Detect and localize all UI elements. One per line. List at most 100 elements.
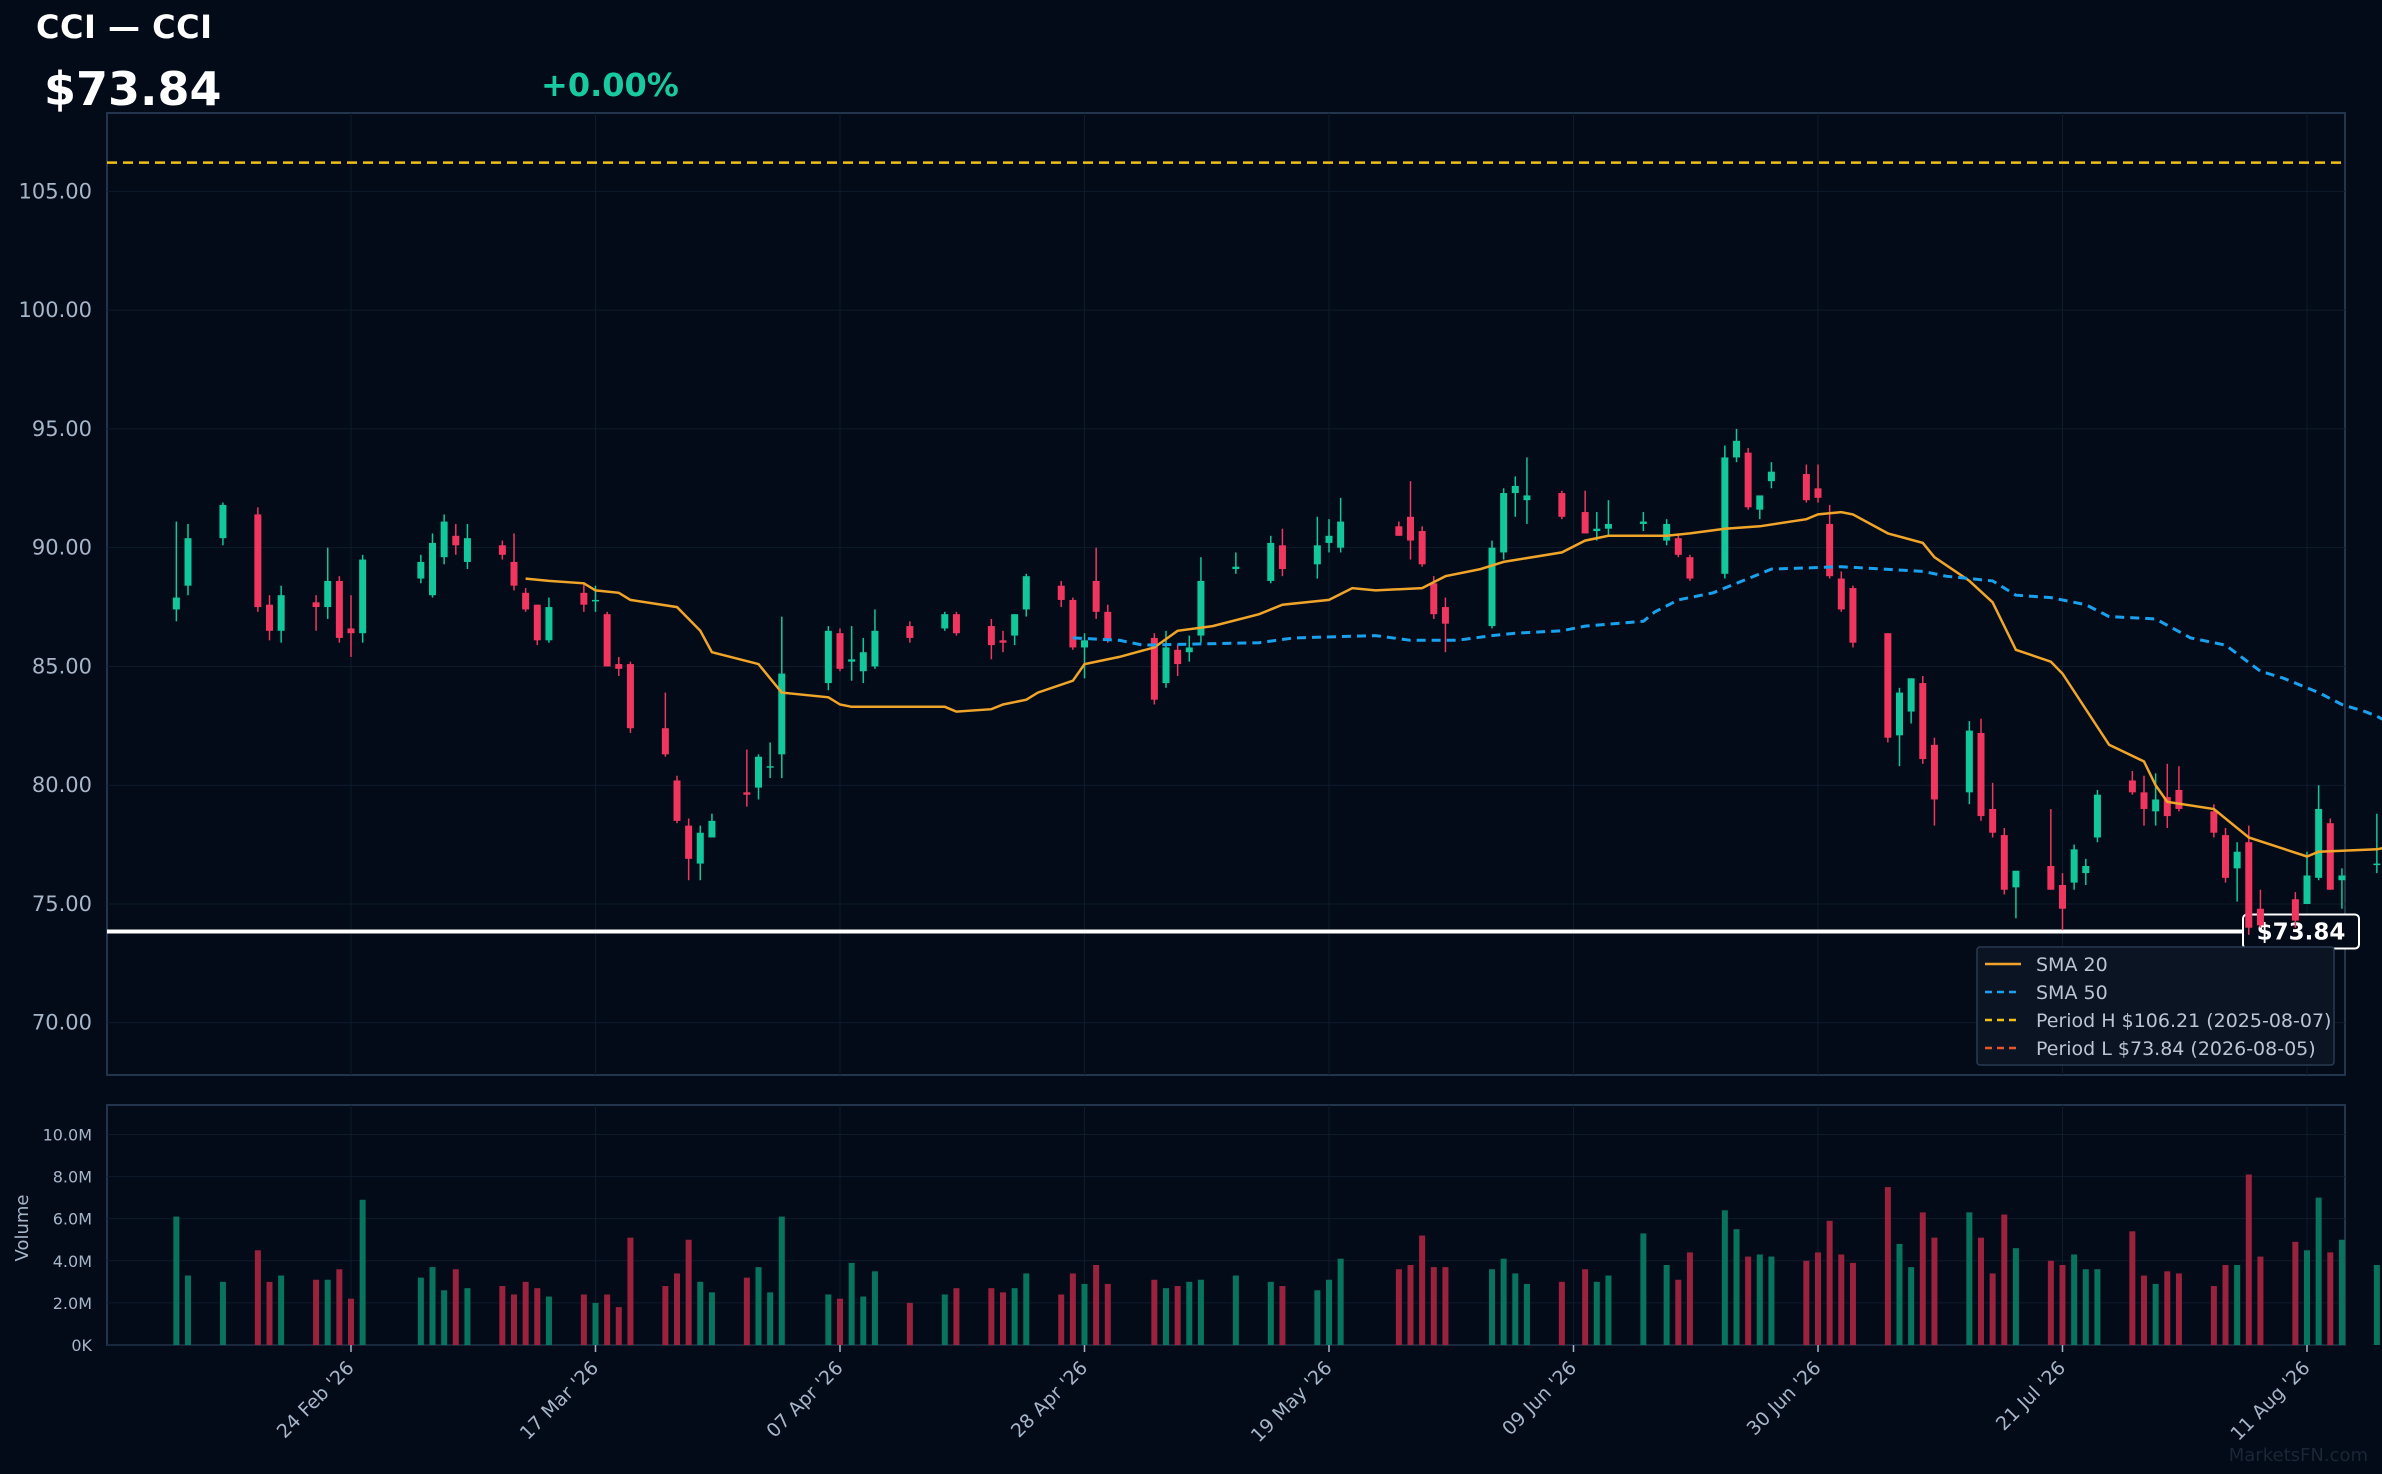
volume-bar — [1395, 1269, 1402, 1345]
candle-body — [1639, 521, 1647, 524]
volume-bar — [534, 1288, 541, 1345]
candle-body — [1511, 485, 1519, 494]
volume-bar — [545, 1296, 552, 1345]
candle-body — [1162, 647, 1170, 684]
y-tick-label: 75.00 — [32, 892, 92, 916]
volume-bar — [336, 1269, 343, 1345]
volume-bar — [1558, 1281, 1565, 1345]
y-tick-label: 95.00 — [32, 417, 92, 441]
candle-body — [952, 614, 960, 634]
volume-bar — [1500, 1258, 1507, 1345]
moving-averages — [525, 510, 2382, 858]
volume-bar — [464, 1288, 471, 1345]
candle-body — [1395, 526, 1403, 536]
volume-bar — [2129, 1231, 2136, 1345]
volume-bar — [1151, 1279, 1158, 1345]
volume-bar — [1326, 1279, 1332, 1345]
candle-body — [545, 607, 553, 641]
volume-bar — [1337, 1258, 1344, 1345]
sma20-line — [525, 510, 2382, 858]
candle-body — [1232, 566, 1240, 570]
candle-body — [2291, 899, 2299, 921]
volume-bar — [2210, 1286, 2217, 1345]
volume-tick-label: 0K — [71, 1336, 92, 1355]
volume-bar — [1640, 1233, 1647, 1345]
volume-bar — [871, 1271, 878, 1345]
candle-body — [1674, 538, 1682, 555]
candle-body — [2059, 884, 2066, 909]
candle-body — [708, 820, 716, 838]
candle-body — [999, 640, 1007, 643]
candle-body — [1488, 547, 1496, 627]
candle-body — [685, 825, 693, 859]
volume-bar — [1884, 1187, 1891, 1345]
candle-body — [743, 792, 751, 795]
candle-body — [1896, 692, 1903, 736]
volume-bar — [324, 1279, 331, 1345]
candle-body — [1523, 495, 1531, 501]
candle-body — [2093, 794, 2101, 838]
candle-body — [1604, 523, 1612, 529]
candle-body — [347, 628, 355, 634]
candle-body — [1081, 640, 1088, 648]
volume-bar — [1093, 1265, 1100, 1345]
volume-bar — [825, 1294, 832, 1345]
candle-body — [452, 535, 460, 546]
volume-bar — [2175, 1273, 2182, 1345]
volume-bar — [767, 1292, 774, 1345]
candle-body — [1407, 516, 1414, 541]
candle-body — [2245, 842, 2253, 928]
candle-body — [533, 604, 541, 641]
candle-body — [848, 659, 856, 662]
volume-bar — [615, 1307, 622, 1345]
volume-bar — [1756, 1254, 1763, 1345]
candle-body — [463, 538, 471, 562]
volume-bar — [1197, 1279, 1204, 1345]
volume-bar — [2315, 1197, 2322, 1345]
candle-body — [2082, 865, 2090, 874]
candle-body — [2210, 811, 2218, 833]
candle-body — [1430, 583, 1438, 615]
watermark: MarketsFN.com — [2228, 1445, 2368, 1466]
volume-bar — [697, 1281, 704, 1345]
candle-body — [1069, 599, 1077, 648]
volume-bar — [941, 1294, 948, 1345]
volume-bar — [1721, 1210, 1728, 1345]
x-tick-label: 21 Jul '26 — [1992, 1357, 2070, 1435]
volume-bar — [1815, 1252, 1821, 1345]
volume-bar — [580, 1294, 587, 1345]
candle-body — [766, 766, 774, 768]
candle-body — [1267, 542, 1275, 581]
volume-bar — [755, 1267, 762, 1345]
volume-bar — [1512, 1273, 1519, 1345]
volume-bar — [1931, 1237, 1938, 1345]
candle-body — [266, 604, 273, 631]
volume-bar — [2094, 1269, 2101, 1345]
volume-bar — [1849, 1262, 1856, 1345]
volume-bar — [417, 1277, 424, 1345]
legend-box — [1976, 946, 2335, 1066]
volume-bar — [2047, 1260, 2054, 1345]
volume-bar — [1163, 1288, 1169, 1345]
volume-bar — [429, 1267, 436, 1345]
volume-bar — [173, 1216, 180, 1345]
candle-body — [1802, 474, 1810, 501]
volume-bar — [2338, 1239, 2345, 1345]
candle-body — [2012, 870, 2020, 888]
candle-body — [626, 664, 634, 729]
x-tick-label: 30 Jun '26 — [1743, 1357, 1826, 1440]
candle-body — [1278, 545, 1286, 570]
candle-body — [1558, 493, 1566, 517]
candle-body — [1733, 440, 1740, 458]
volume-bar — [1186, 1281, 1193, 1345]
grid — [107, 113, 2345, 1346]
volume-bar — [1407, 1265, 1414, 1345]
volume-bar — [2292, 1241, 2299, 1345]
sma50-line — [1072, 565, 2382, 721]
volume-bar — [348, 1298, 354, 1345]
candle-body — [1313, 545, 1321, 565]
candle-body — [906, 626, 914, 638]
volume-bar — [1745, 1256, 1752, 1345]
candle-body — [324, 580, 332, 608]
